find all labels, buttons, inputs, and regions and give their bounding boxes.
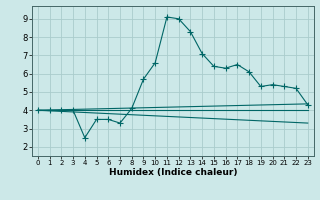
X-axis label: Humidex (Indice chaleur): Humidex (Indice chaleur) <box>108 168 237 177</box>
